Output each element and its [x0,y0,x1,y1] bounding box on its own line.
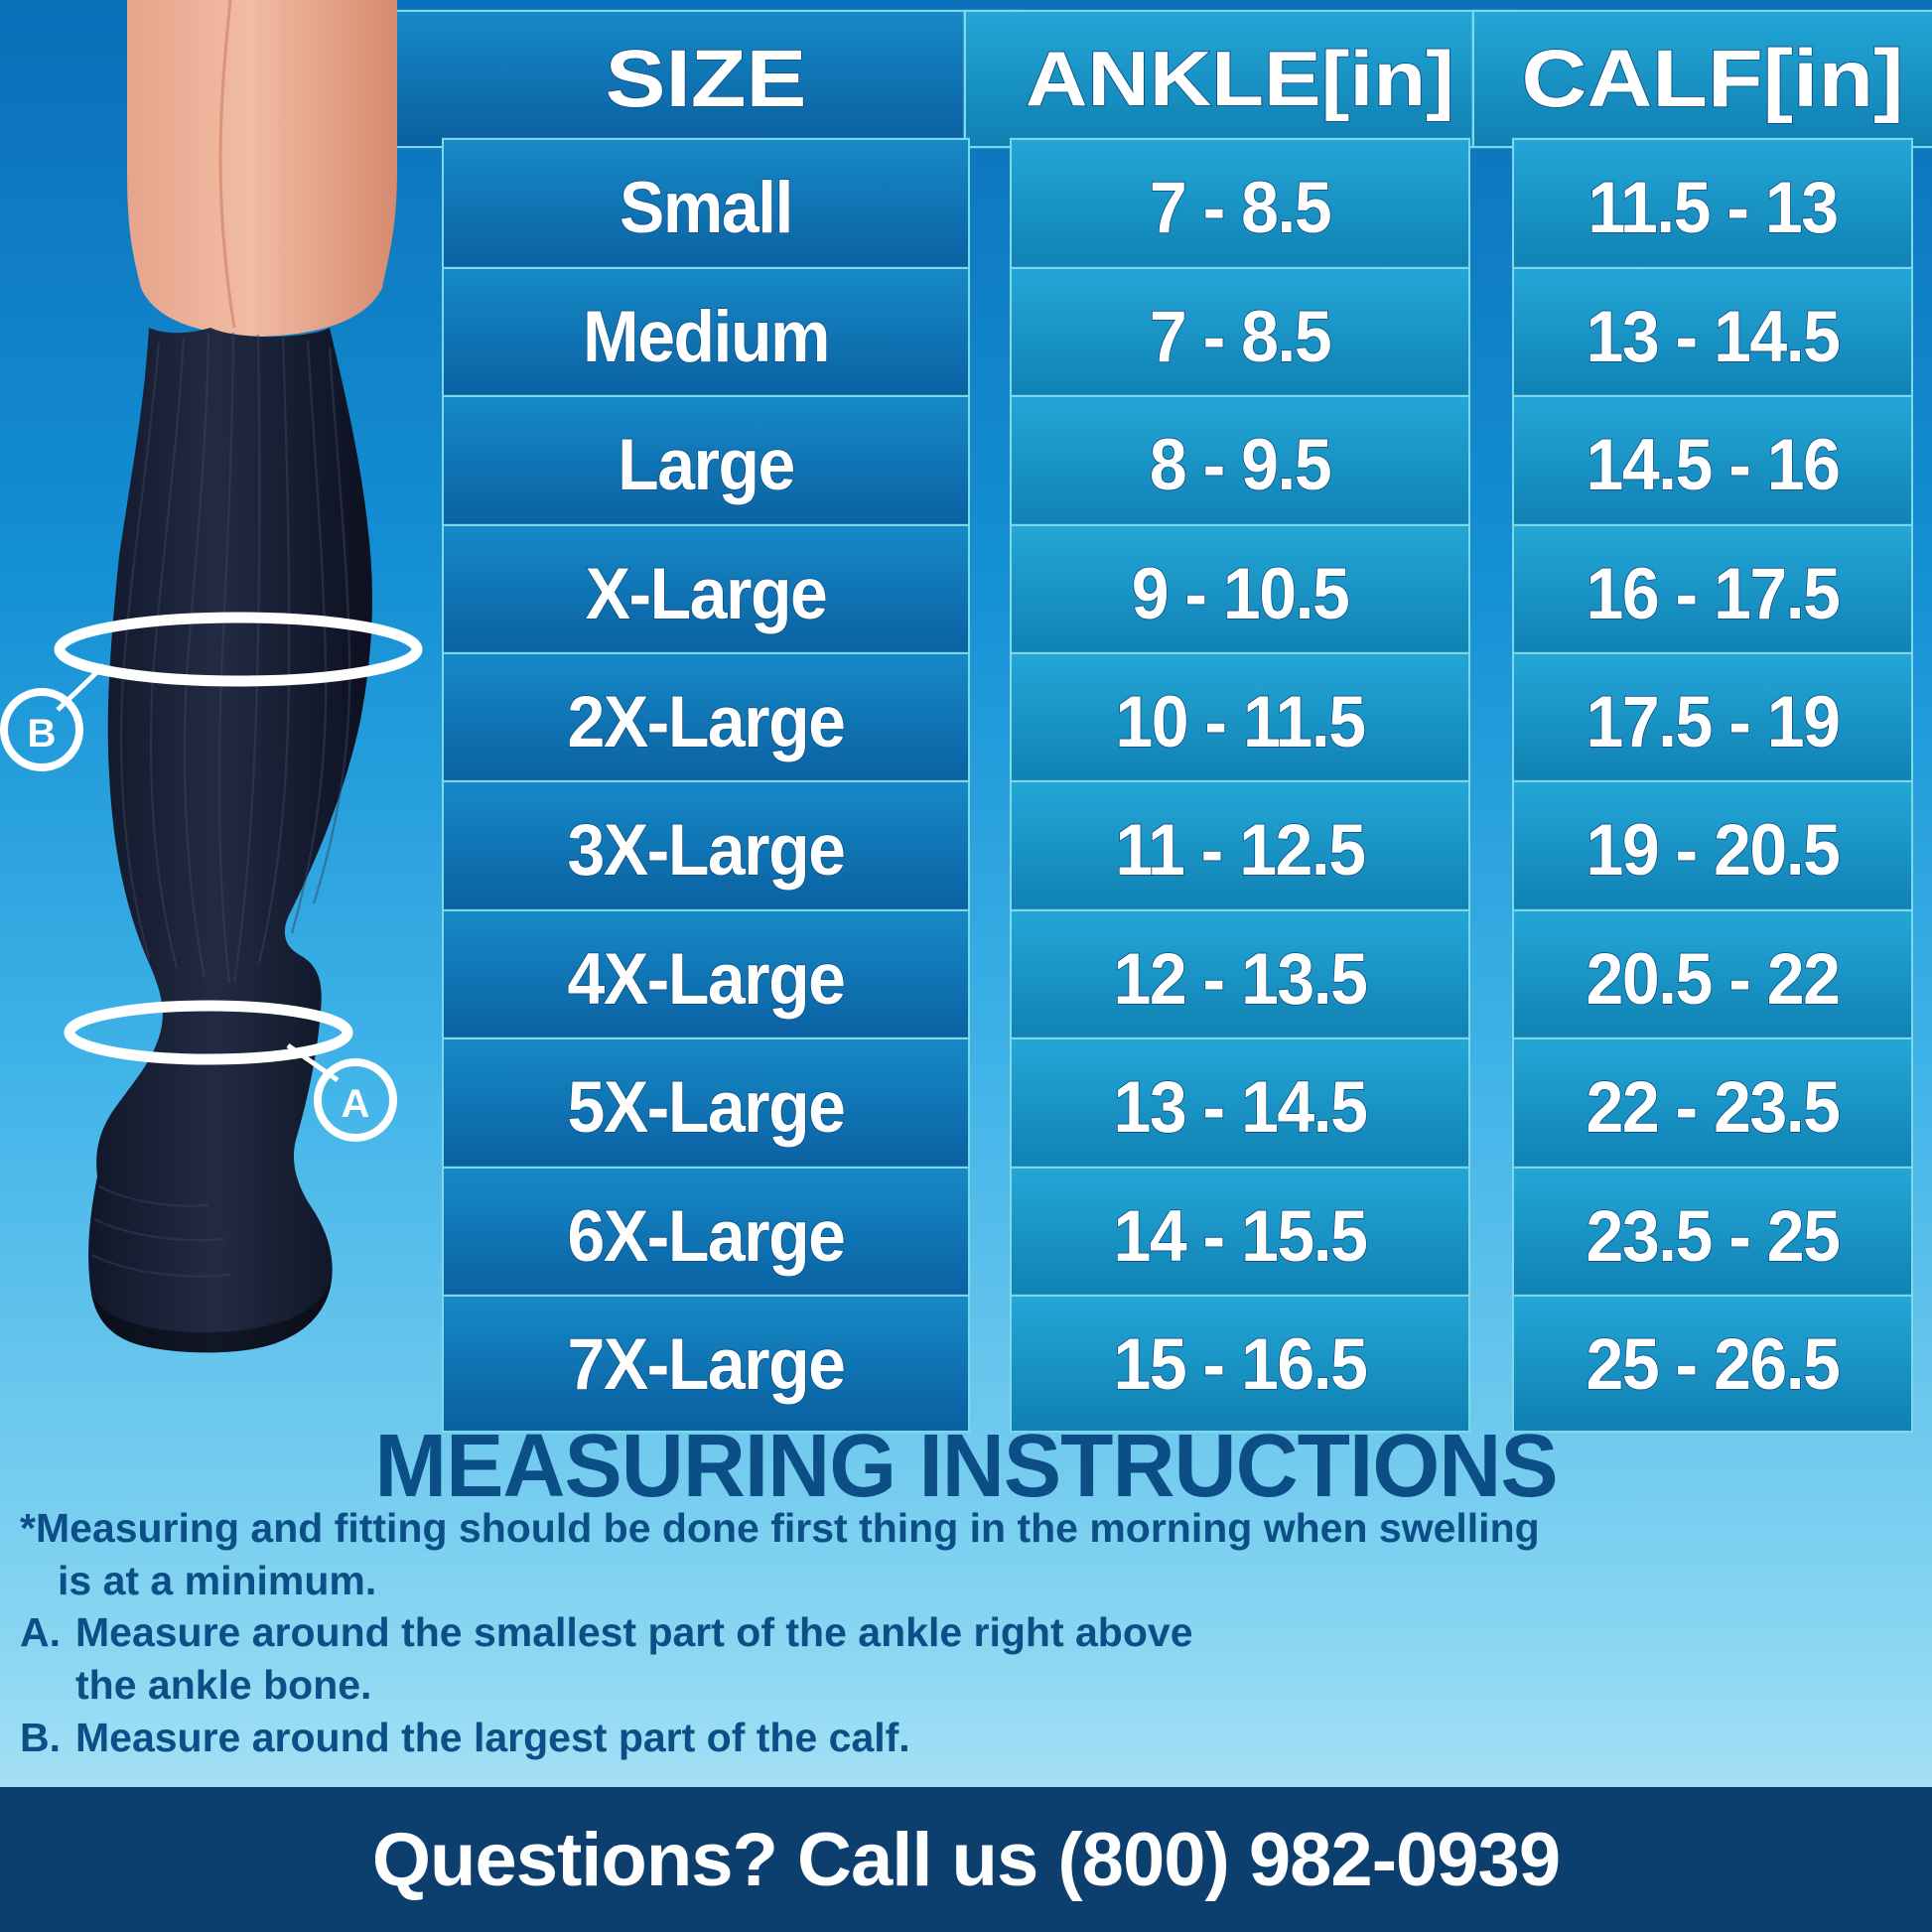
svg-text:A: A [342,1082,370,1126]
svg-text:B: B [28,712,57,756]
